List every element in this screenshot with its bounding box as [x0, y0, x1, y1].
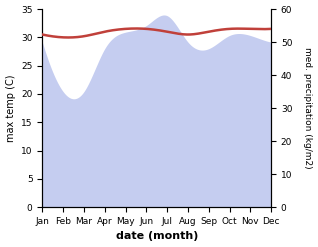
X-axis label: date (month): date (month)	[115, 231, 198, 242]
Y-axis label: max temp (C): max temp (C)	[5, 74, 16, 142]
Y-axis label: med. precipitation (kg/m2): med. precipitation (kg/m2)	[303, 47, 313, 169]
